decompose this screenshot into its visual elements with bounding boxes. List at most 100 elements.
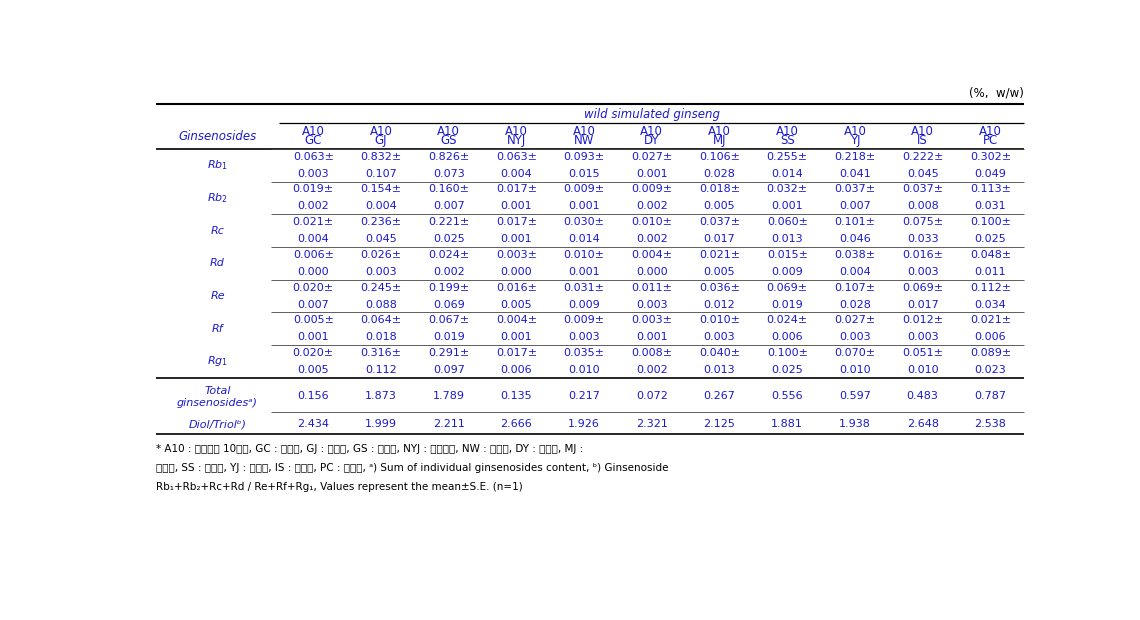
- Text: 0.007: 0.007: [298, 299, 329, 309]
- Text: 0.100±: 0.100±: [970, 217, 1011, 227]
- Text: 0.787: 0.787: [975, 391, 1007, 401]
- Text: 2.321: 2.321: [636, 419, 668, 429]
- Text: A10: A10: [641, 125, 663, 138]
- Text: 0.217: 0.217: [568, 391, 600, 401]
- Text: 0.001: 0.001: [636, 332, 668, 342]
- Text: 0.003±: 0.003±: [496, 250, 537, 260]
- Text: 0.005: 0.005: [298, 365, 329, 375]
- Text: 0.032±: 0.032±: [767, 184, 808, 195]
- Text: 0.075±: 0.075±: [902, 217, 943, 227]
- Text: 0.002: 0.002: [636, 202, 668, 211]
- Text: 1.789: 1.789: [433, 391, 465, 401]
- Text: 2.648: 2.648: [906, 419, 938, 429]
- Text: 0.101±: 0.101±: [834, 217, 876, 227]
- Text: 0.067±: 0.067±: [429, 315, 470, 326]
- Text: 0.006: 0.006: [975, 332, 1007, 342]
- Text: 0.004±: 0.004±: [632, 250, 673, 260]
- Text: 0.034: 0.034: [975, 299, 1007, 309]
- Text: 0.016±: 0.016±: [496, 283, 537, 293]
- Text: 0.003: 0.003: [906, 332, 938, 342]
- Text: 0.026±: 0.026±: [360, 250, 401, 260]
- Text: 0.025: 0.025: [975, 234, 1007, 244]
- Text: 0.020±: 0.020±: [293, 283, 334, 293]
- Text: 0.009±: 0.009±: [563, 184, 604, 195]
- Text: A10: A10: [708, 125, 731, 138]
- Text: 0.021±: 0.021±: [699, 250, 740, 260]
- Text: 0.023: 0.023: [975, 365, 1007, 375]
- Text: 0.046: 0.046: [839, 234, 871, 244]
- Text: 0.049: 0.049: [975, 169, 1007, 179]
- Text: NW: NW: [573, 135, 594, 148]
- Text: 0.017±: 0.017±: [496, 217, 537, 227]
- Text: 0.011±: 0.011±: [632, 283, 673, 293]
- Text: 0.041: 0.041: [839, 169, 871, 179]
- Text: 0.028: 0.028: [703, 169, 735, 179]
- Text: 0.069±: 0.069±: [767, 283, 808, 293]
- Text: 0.025: 0.025: [433, 234, 465, 244]
- Text: 0.088: 0.088: [365, 299, 397, 309]
- Text: 0.000: 0.000: [298, 267, 329, 277]
- Text: 2.211: 2.211: [433, 419, 465, 429]
- Text: 0.017±: 0.017±: [496, 184, 537, 195]
- Text: Rb$_2$: Rb$_2$: [207, 191, 228, 205]
- Text: A10: A10: [572, 125, 595, 138]
- Text: 0.107±: 0.107±: [834, 283, 876, 293]
- Text: 0.316±: 0.316±: [360, 348, 401, 358]
- Text: 0.112±: 0.112±: [970, 283, 1011, 293]
- Text: 0.236±: 0.236±: [360, 217, 401, 227]
- Text: 0.027±: 0.027±: [632, 152, 673, 162]
- Text: 0.015: 0.015: [569, 169, 600, 179]
- Text: 0.019±: 0.019±: [293, 184, 334, 195]
- Text: 0.002: 0.002: [433, 267, 465, 277]
- Text: 0.073: 0.073: [433, 169, 465, 179]
- Text: 1.873: 1.873: [365, 391, 397, 401]
- Text: 0.154±: 0.154±: [360, 184, 401, 195]
- Text: 0.009: 0.009: [568, 299, 600, 309]
- Text: 0.302±: 0.302±: [970, 152, 1011, 162]
- Text: A10: A10: [776, 125, 799, 138]
- Text: 0.024±: 0.024±: [429, 250, 470, 260]
- Text: 0.031±: 0.031±: [563, 283, 604, 293]
- Text: 0.048±: 0.048±: [970, 250, 1011, 260]
- Text: 0.010±: 0.010±: [632, 217, 673, 227]
- Text: 0.019: 0.019: [772, 299, 803, 309]
- Text: 0.001: 0.001: [500, 332, 532, 342]
- Text: 0.005: 0.005: [500, 299, 532, 309]
- Text: 0.010: 0.010: [839, 365, 871, 375]
- Text: 0.113±: 0.113±: [970, 184, 1011, 195]
- Text: 0.013: 0.013: [772, 234, 803, 244]
- Text: 0.093±: 0.093±: [563, 152, 604, 162]
- Text: 0.006±: 0.006±: [293, 250, 334, 260]
- Text: A10: A10: [505, 125, 528, 138]
- Text: 0.826±: 0.826±: [429, 152, 470, 162]
- Text: 0.107: 0.107: [365, 169, 397, 179]
- Text: SS: SS: [780, 135, 795, 148]
- Text: 0.033: 0.033: [906, 234, 938, 244]
- Text: 0.003: 0.003: [365, 267, 397, 277]
- Text: 0.037±: 0.037±: [699, 217, 740, 227]
- Text: 2.666: 2.666: [500, 419, 532, 429]
- Text: GC: GC: [304, 135, 321, 148]
- Text: 0.021±: 0.021±: [970, 315, 1011, 326]
- Text: 0.006: 0.006: [500, 365, 532, 375]
- Text: 0.045: 0.045: [365, 234, 397, 244]
- Text: 0.002: 0.002: [636, 365, 668, 375]
- Text: 0.005: 0.005: [703, 202, 735, 211]
- Text: 0.017±: 0.017±: [496, 348, 537, 358]
- Text: 0.045: 0.045: [906, 169, 938, 179]
- Text: 0.037±: 0.037±: [902, 184, 943, 195]
- Text: 0.024±: 0.024±: [766, 315, 808, 326]
- Text: 0.089±: 0.089±: [970, 348, 1011, 358]
- Text: Rg$_1$: Rg$_1$: [207, 355, 228, 368]
- Text: 0.003±: 0.003±: [632, 315, 673, 326]
- Text: 0.004±: 0.004±: [496, 315, 537, 326]
- Text: IS: IS: [918, 135, 928, 148]
- Text: 0.012±: 0.012±: [902, 315, 943, 326]
- Text: YJ: YJ: [849, 135, 861, 148]
- Text: (%,  w/w): (%, w/w): [969, 87, 1024, 100]
- Text: 0.106±: 0.106±: [699, 152, 740, 162]
- Text: 0.004: 0.004: [298, 234, 329, 244]
- Text: 0.015±: 0.015±: [767, 250, 808, 260]
- Text: 0.100±: 0.100±: [767, 348, 808, 358]
- Text: 0.007: 0.007: [839, 202, 871, 211]
